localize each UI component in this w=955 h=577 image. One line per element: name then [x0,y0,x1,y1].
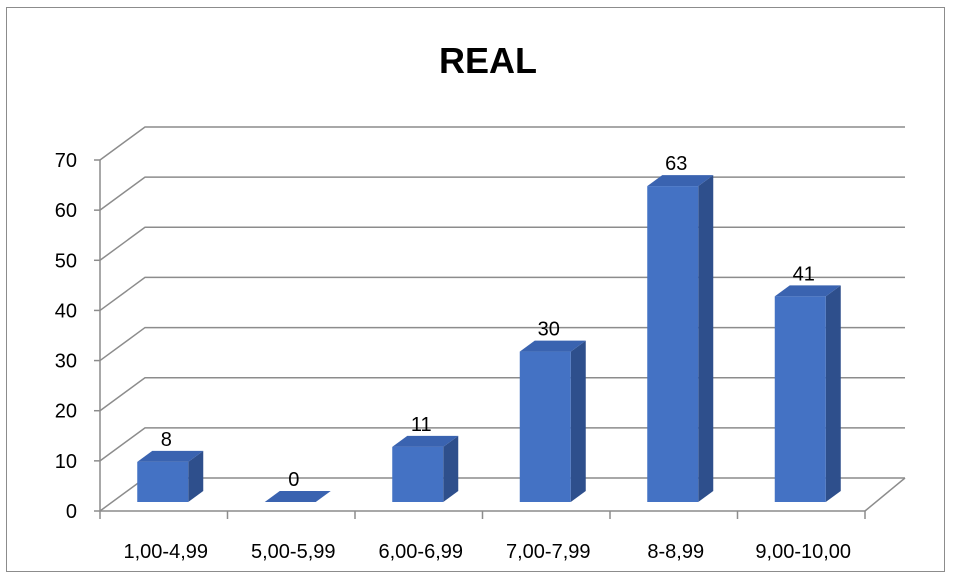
bar-front [519,351,571,502]
y-tick-label: 50 [55,250,77,272]
x-tick-label: 5,00-5,99 [251,541,336,563]
bar-side [443,435,459,502]
y-tick-label: 60 [55,200,77,222]
label-layer: 8 0 11 30 63 41 [161,153,815,491]
data-label: 11 [411,414,432,436]
y-tick-label: 70 [55,150,77,172]
bar-top [519,340,586,352]
floor-edge [864,477,906,512]
data-label: 0 [288,469,299,491]
bar [647,175,714,502]
bar [137,450,204,502]
bar [519,340,586,502]
bar-side [825,285,841,502]
y-tick-label: 30 [55,351,77,373]
y-tick-label: 20 [55,401,77,423]
bar-top [392,435,459,447]
x-tick-label: 9,00-10,00 [755,541,851,563]
x-tick-label: 1,00-4,99 [123,541,208,563]
axis-layer: 0 10 20 30 40 50 60 70 1,00-4,99 5,00-5,99 6,00-6,… [55,150,906,563]
x-tick-label: 7,00-7,99 [506,541,591,563]
bar-top [774,285,841,297]
bar-top [647,175,714,187]
gridline [99,176,905,211]
bar-side [188,450,204,502]
bar-front [392,446,444,502]
data-label: 63 [665,153,687,175]
bar-front [647,186,699,502]
bar-front [137,461,189,502]
y-tick-label: 10 [55,451,77,473]
y-tick-label: 0 [66,501,77,523]
data-label: 30 [538,319,560,341]
bar [264,491,331,502]
bar-top [264,491,331,502]
chart-title: REAL [439,40,537,81]
data-label: 8 [161,429,172,451]
gridline [99,126,905,161]
bar [392,435,459,502]
bar-front [774,296,826,502]
y-tick-label: 40 [55,300,77,322]
bar-layer [137,175,841,502]
bar-side [570,340,586,502]
bar-top [137,450,204,462]
x-tick-label: 8-8,99 [647,541,704,563]
bar [774,285,841,502]
gridline [99,226,905,261]
bar-side [698,175,714,502]
x-tick-label: 6,00-6,99 [378,541,463,563]
data-label: 41 [793,263,815,285]
